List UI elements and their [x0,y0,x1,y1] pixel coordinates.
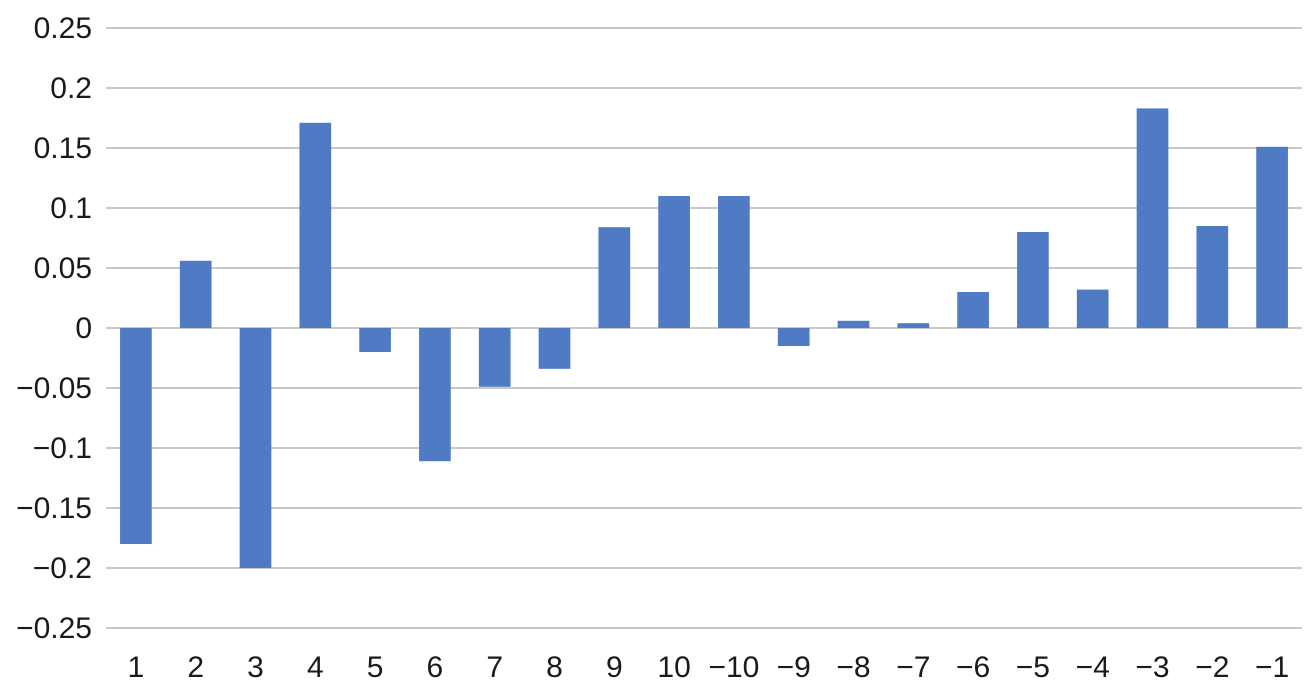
y-tick-label: −0.1 [33,432,92,465]
x-tick-label: −6 [956,651,990,684]
bar-12 [777,328,810,346]
bar-4 [299,122,332,328]
x-tick-label: 10 [657,651,690,684]
x-tick-label: −3 [1135,651,1169,684]
x-tick-label: 4 [307,651,324,684]
bar-16 [1017,232,1049,328]
bars [120,108,1288,568]
y-tick-label: 0.2 [50,72,92,105]
y-tick-label: 0.25 [34,12,92,45]
y-tick-label: 0.15 [34,132,92,165]
bar-10 [658,196,690,328]
bar-7 [478,328,511,387]
bar-17 [1076,289,1109,328]
bar-1 [120,328,152,544]
x-tick-label: −4 [1076,651,1110,684]
y-tick-label: 0.1 [50,192,92,225]
x-tick-label: 1 [128,651,145,684]
x-tick-label: −9 [777,651,811,684]
bar-13 [837,320,870,328]
y-tick-label: −0.05 [16,372,92,405]
bar-14 [897,323,930,328]
x-tick-label: −7 [896,651,930,684]
x-tick-label: 8 [546,651,563,684]
gridlines [106,27,1302,629]
y-tick-label: 0 [75,312,92,345]
bar-6 [419,328,451,462]
x-tick-label: 2 [187,651,204,684]
bar-5 [359,328,391,352]
bar-11 [718,196,750,328]
bar-8 [538,328,571,369]
x-axis-tick-labels: 1 2 3 4 5 6 7 8 9 10 −10 −9 −8 −7 −6 −5 −4 −3 −2 −1 [128,651,1290,684]
y-tick-label: −0.2 [33,552,92,585]
x-tick-label: −10 [708,651,759,684]
x-tick-label: 3 [247,651,264,684]
bar-20 [1256,146,1288,328]
y-axis-tick-labels: 0.25 0.2 0.15 0.1 0.05 0 −0.05 −0.1 −0.15 −0.2 −0.… [16,12,92,645]
x-tick-label: 7 [486,651,503,684]
x-tick-label: −1 [1255,651,1289,684]
bar-2 [179,260,212,328]
bar-19 [1196,226,1229,328]
y-tick-label: −0.25 [16,612,92,645]
x-tick-label: −5 [1016,651,1050,684]
x-tick-label: 5 [367,651,384,684]
x-tick-label: −8 [836,651,870,684]
x-tick-label: 9 [606,651,623,684]
bar-3 [239,328,272,568]
bar-18 [1136,108,1169,329]
bar-15 [957,292,989,328]
y-tick-label: −0.15 [16,492,92,525]
x-tick-label: −2 [1195,651,1229,684]
y-tick-label: 0.05 [34,252,92,285]
bar-9 [598,227,631,328]
x-tick-label: 6 [427,651,444,684]
